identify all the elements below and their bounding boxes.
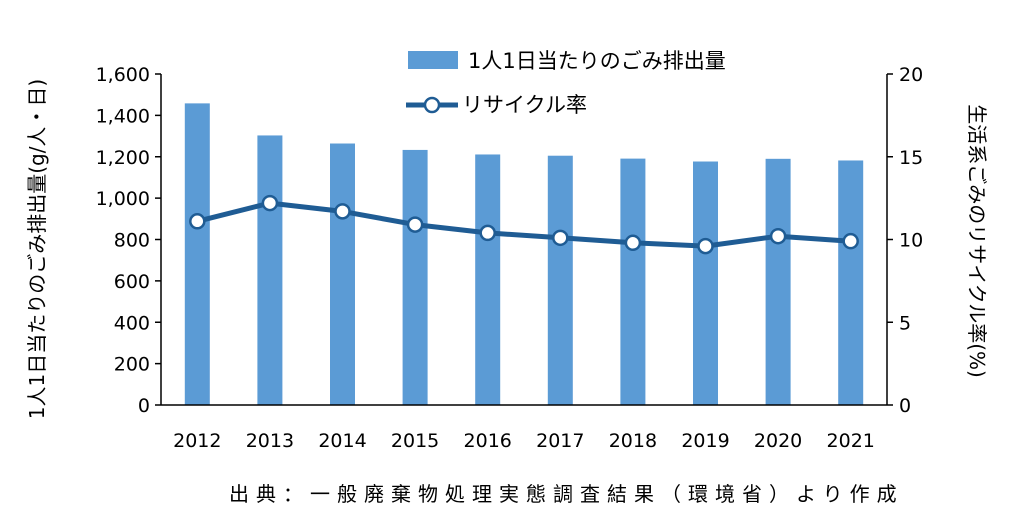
line-point	[479, 224, 496, 242]
right-tick-label: 15	[899, 147, 923, 169]
x-tick-label: 2013	[246, 430, 294, 452]
legend-line-label: リサイクル率	[462, 93, 587, 117]
x-tick-label: 2016	[464, 430, 512, 452]
right-tick-label: 5	[899, 312, 911, 334]
left-tick-label: 1,200	[96, 147, 150, 169]
left-axis-title: 1人1日当たりのごみ排出量(g/人・日)	[25, 79, 49, 420]
bar	[330, 143, 355, 405]
left-tick-label: 200	[114, 354, 150, 376]
line-point	[842, 232, 859, 250]
x-axis-ticks: 2012 2013 2014 2015 2016 2017 2018 2019 2020 2021	[173, 430, 875, 452]
line-point	[261, 194, 279, 212]
bar	[257, 135, 283, 405]
legend-bar-swatch	[408, 51, 458, 69]
left-tick-label: 1,600	[96, 64, 150, 86]
x-tick-label: 2021	[827, 430, 875, 452]
bar	[765, 158, 791, 405]
x-tick-label: 2017	[536, 430, 584, 452]
legend-bar-label: 1人1日当たりのごみ排出量	[468, 49, 726, 73]
x-tick-label: 2015	[391, 430, 439, 452]
right-axis-ticks: 0 5 10 15 20	[887, 64, 923, 417]
x-tick-label: 2020	[754, 430, 802, 452]
bar	[184, 103, 210, 405]
bar	[620, 158, 646, 405]
left-tick-label: 0	[138, 395, 150, 417]
recycling-rate-line	[196, 200, 851, 249]
legend-line-marker	[423, 96, 441, 114]
source-note: 出典：一般廃棄物処理実態調査結果（環境省）より作成	[229, 482, 904, 506]
line-point	[189, 213, 206, 230]
x-tick-label: 2019	[681, 430, 729, 452]
line-point	[697, 237, 714, 255]
left-tick-label: 800	[114, 230, 150, 252]
x-tick-label: 2012	[173, 430, 221, 452]
line-point	[624, 234, 642, 252]
bar	[838, 160, 864, 405]
line-point	[334, 203, 351, 220]
bar-series	[184, 103, 864, 405]
x-tick-label: 2014	[318, 430, 366, 452]
left-tick-label: 600	[114, 271, 150, 293]
line-point	[769, 227, 787, 245]
x-tick-label: 2018	[609, 430, 657, 452]
bar	[547, 155, 573, 405]
left-tick-label: 1,400	[96, 105, 150, 127]
right-tick-label: 0	[899, 395, 911, 417]
bar	[402, 149, 428, 405]
right-tick-label: 20	[899, 64, 923, 86]
right-tick-label: 10	[899, 230, 923, 252]
legend: 1人1日当たりのごみ排出量 リサイクル率	[406, 49, 726, 117]
line-point	[406, 216, 424, 233]
bar	[475, 154, 501, 405]
right-axis-title: 生活系ごみのリサイクル率(%)	[965, 104, 989, 378]
left-tick-label: 400	[114, 312, 150, 334]
line-point	[552, 229, 569, 247]
left-tick-label: 1,000	[96, 188, 150, 210]
bar	[693, 161, 718, 405]
left-axis-ticks: 0 200 400 600 800 1,000 1,200 1,400 1,600	[96, 64, 161, 417]
line-series	[189, 194, 859, 255]
